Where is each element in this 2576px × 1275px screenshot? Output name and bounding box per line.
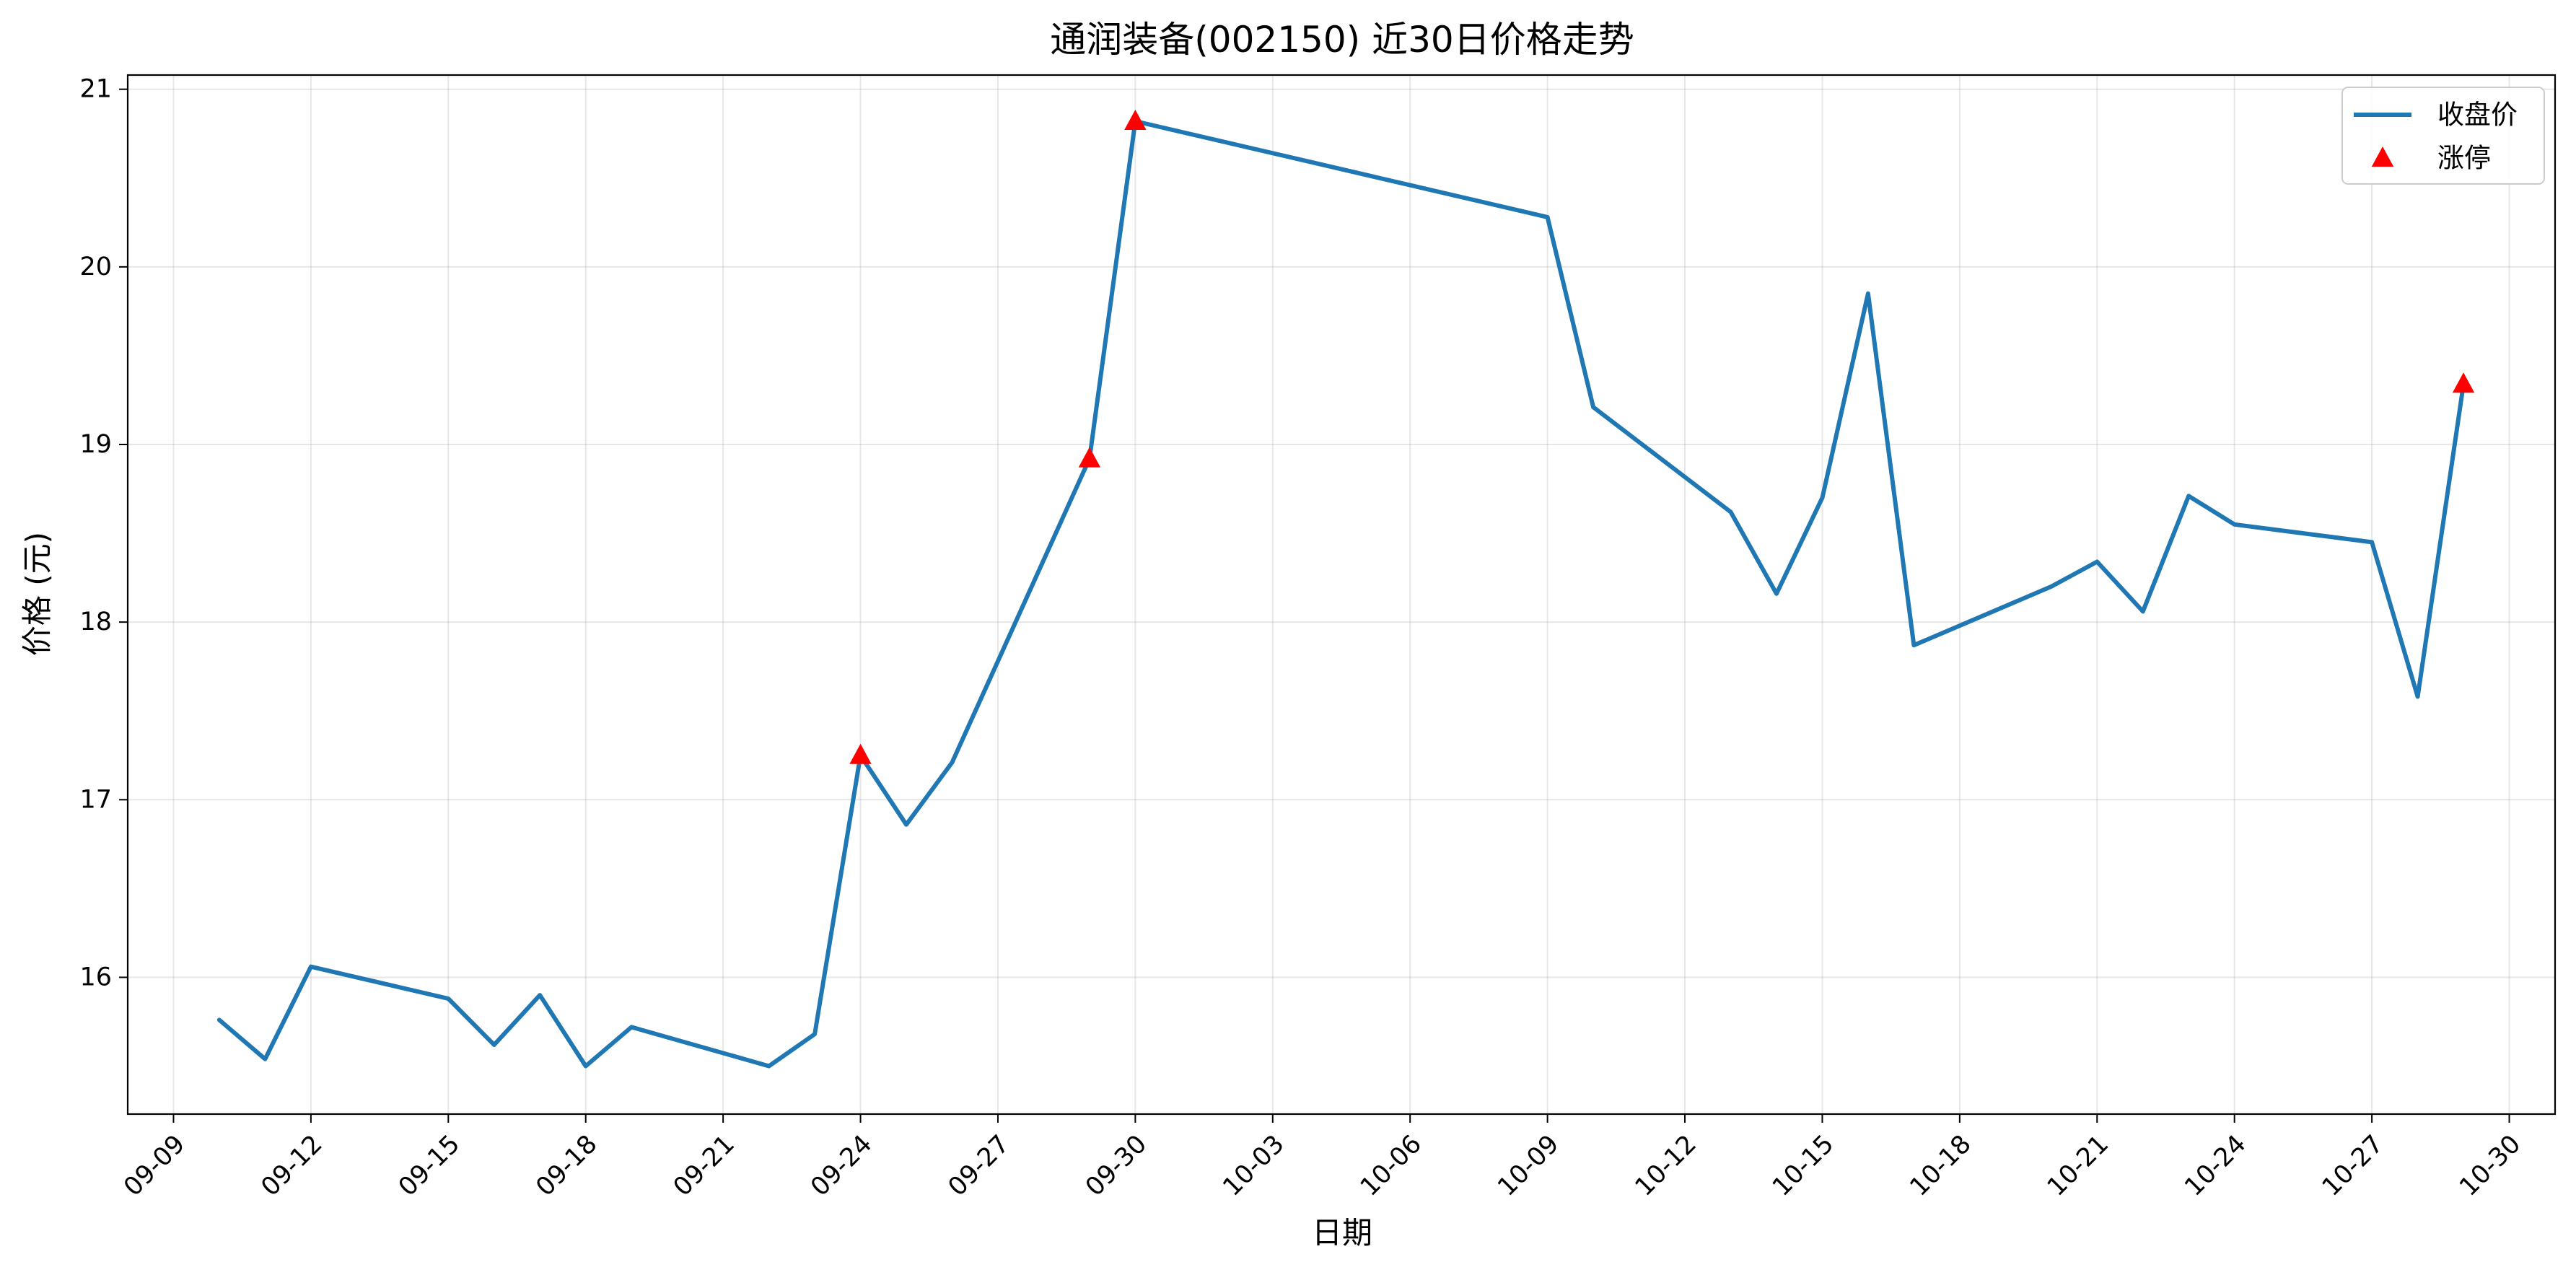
close-price-point	[1911, 643, 1916, 647]
legend-marker-swatch	[2371, 146, 2394, 167]
close-price-point	[309, 965, 313, 969]
legend-label: 涨停	[2437, 143, 2491, 174]
close-price-point	[629, 1025, 634, 1029]
chart-title: 通润装备(002150) 近30日价格走势	[1050, 19, 1634, 61]
y-tick-label: 21	[79, 75, 112, 104]
close-price-point	[2095, 559, 2099, 564]
close-price-point	[1729, 510, 1733, 514]
limit-up-marker	[1078, 447, 1101, 468]
y-tick-label: 20	[79, 253, 112, 281]
close-price-point	[904, 823, 908, 827]
plot-frame	[126, 74, 2557, 1116]
limit-up-marker	[1124, 110, 1147, 130]
y-axis-label: 价格 (元)	[19, 532, 55, 656]
limit-up-marker	[2452, 372, 2475, 393]
close-price-point	[446, 996, 450, 1001]
limit-up-marker	[849, 743, 872, 764]
close-price-line	[216, 119, 2466, 1069]
close-price-point	[2186, 494, 2191, 498]
close-price-point	[767, 1064, 771, 1069]
close-price-point	[1774, 592, 1779, 596]
close-price-point	[2416, 695, 2420, 699]
close-price-point	[812, 1032, 817, 1036]
y-tick-label: 16	[79, 963, 112, 991]
close-price-point	[1820, 496, 1824, 500]
plot-series	[216, 110, 2475, 1069]
close-price-point	[950, 761, 954, 765]
y-tick-label: 17	[79, 785, 112, 814]
legend-box	[2341, 87, 2545, 185]
close-price-point	[217, 1018, 222, 1022]
grid	[128, 75, 2555, 1114]
y-tick-label: 19	[79, 430, 112, 459]
close-price-point	[2049, 584, 2054, 589]
y-tick-label: 18	[79, 608, 112, 636]
close-price-point	[1866, 292, 1870, 296]
x-axis-label: 日期	[1312, 1215, 1372, 1250]
close-price-point	[584, 1064, 588, 1069]
close-price-point	[2141, 609, 2145, 613]
close-price-point	[538, 993, 542, 997]
legend-label: 收盘价	[2437, 100, 2518, 131]
close-price-point	[1546, 215, 1550, 219]
close-price-point	[492, 1043, 496, 1047]
close-price-point	[1591, 405, 1595, 409]
close-price-point	[2370, 540, 2374, 544]
close-price-point	[2233, 522, 2237, 527]
close-price-point	[263, 1057, 267, 1061]
